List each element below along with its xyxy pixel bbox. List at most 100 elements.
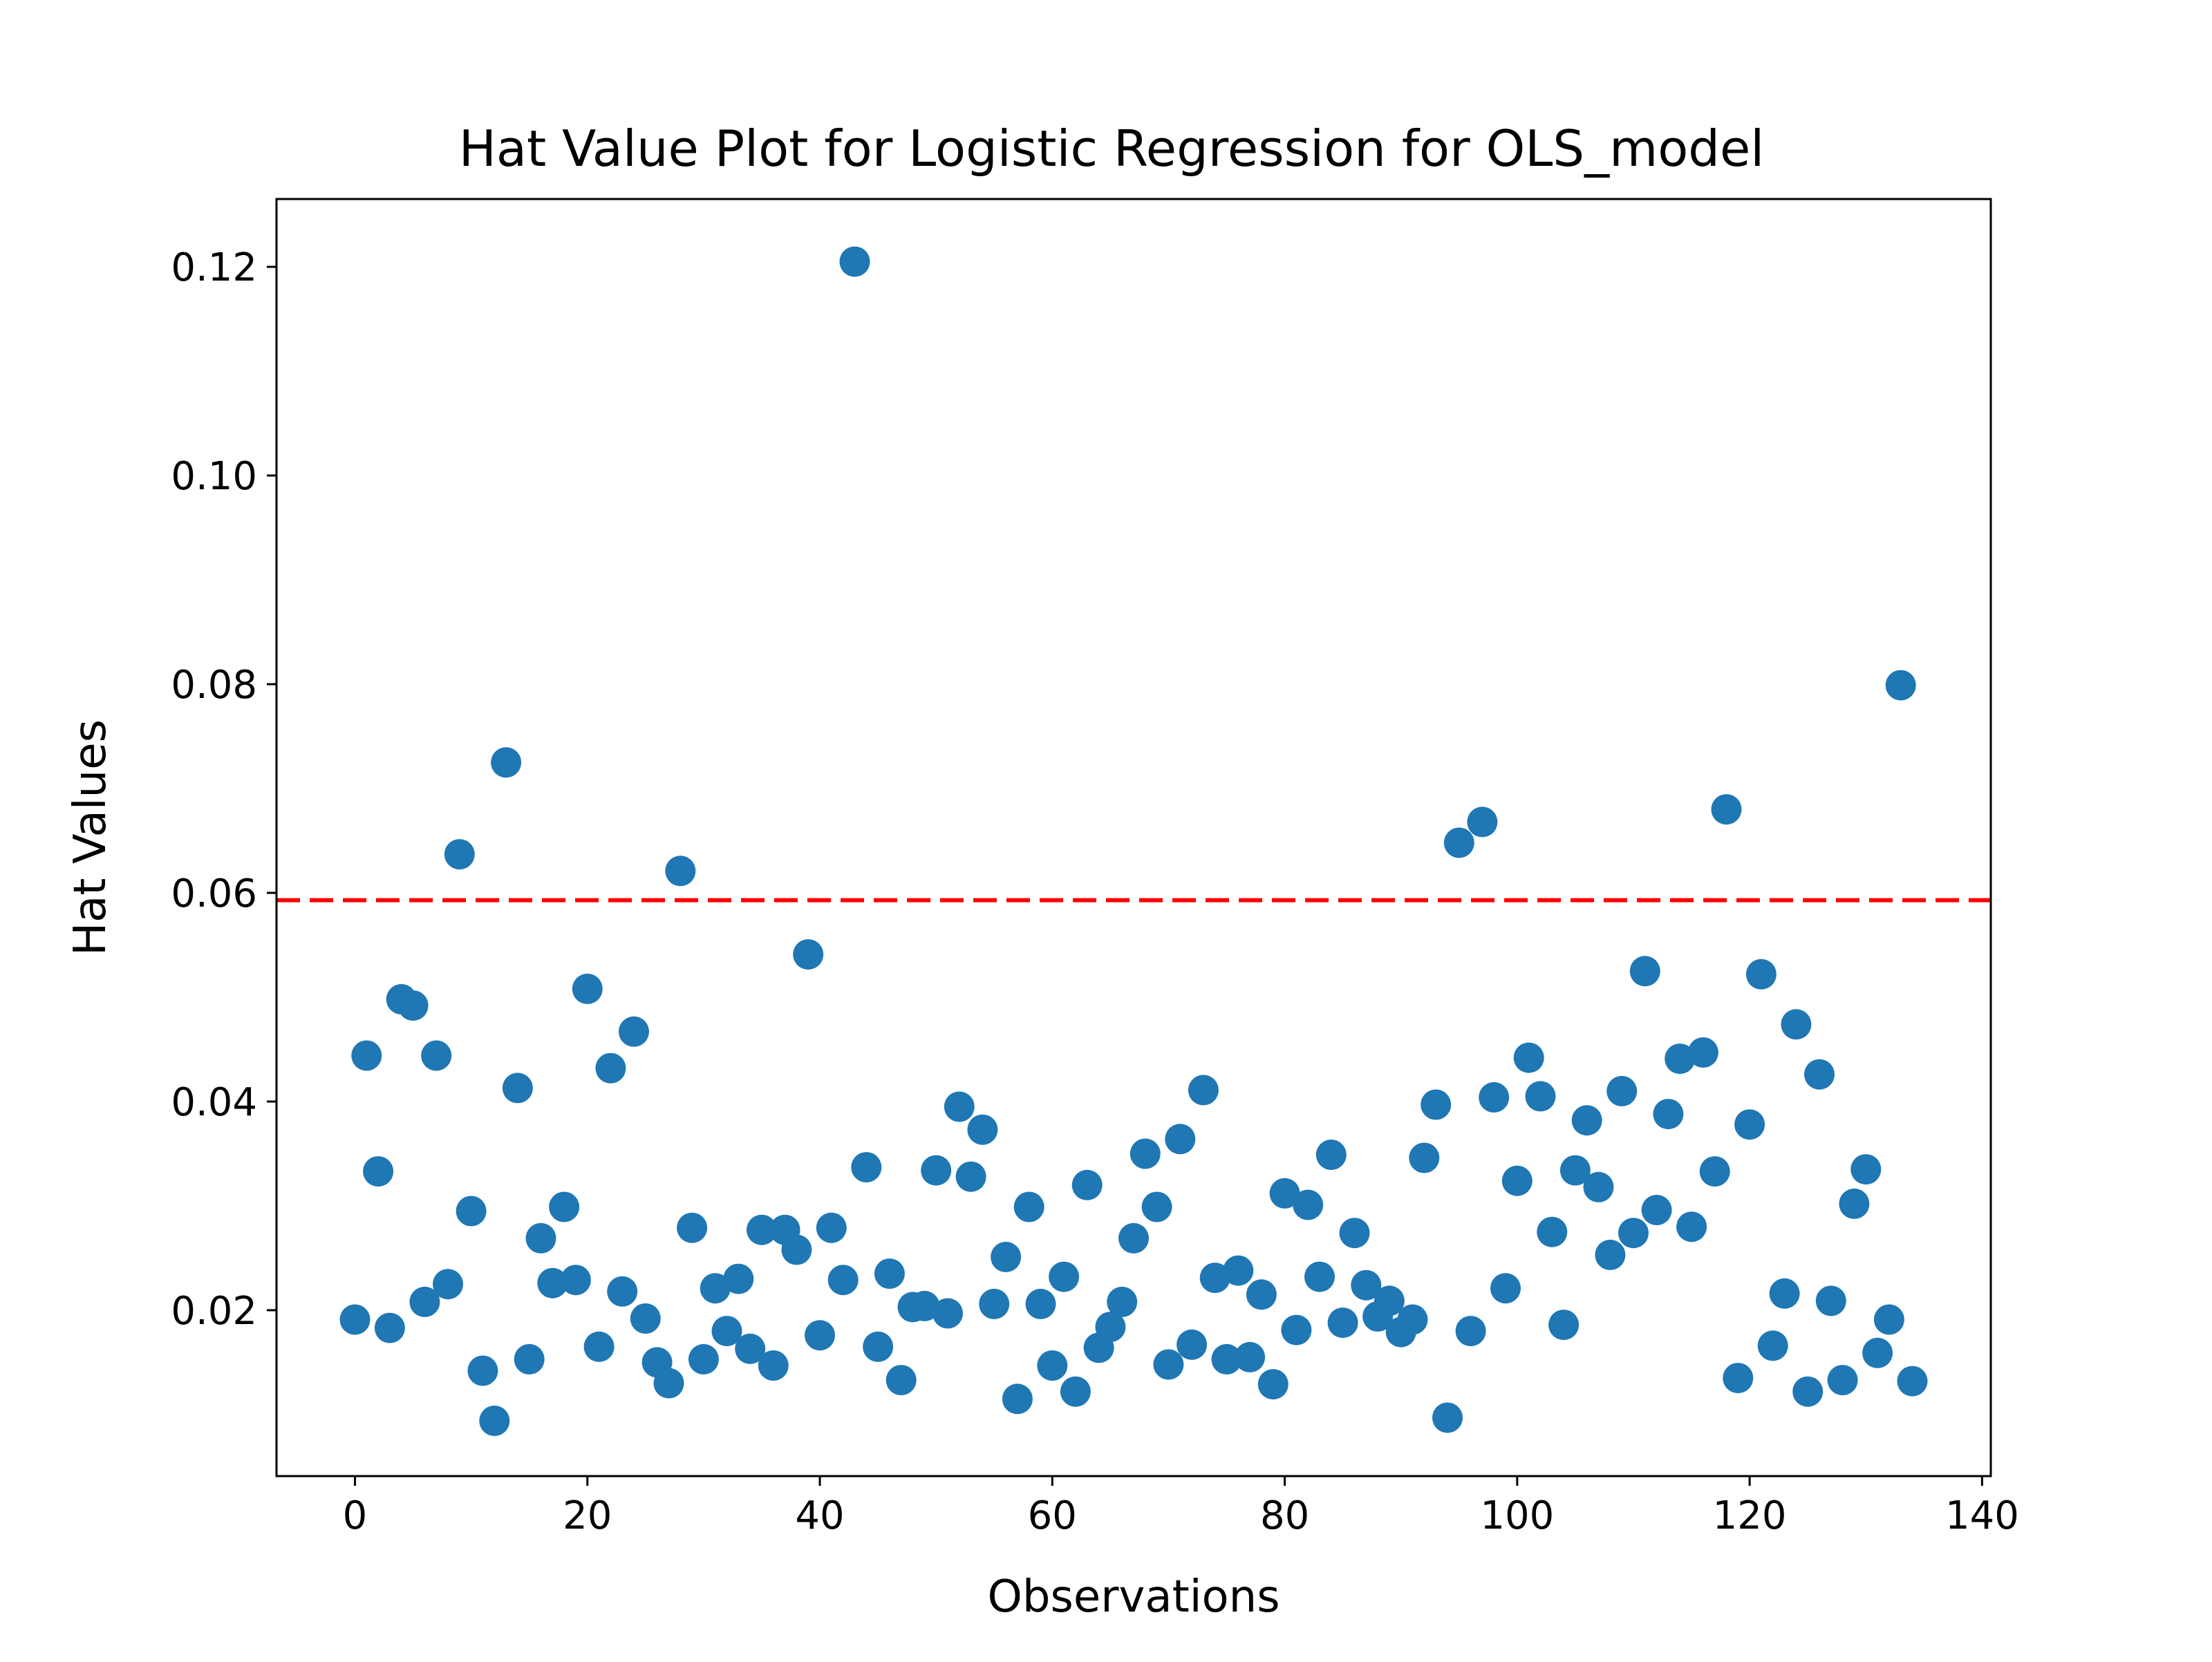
data-point <box>1745 959 1777 990</box>
data-point <box>1769 1278 1800 1309</box>
data-point <box>1071 1169 1103 1200</box>
data-point <box>758 1350 789 1381</box>
data-point <box>839 246 870 277</box>
data-point <box>1235 1341 1266 1372</box>
data-point <box>1095 1312 1126 1343</box>
data-point <box>955 1161 986 1192</box>
data-point <box>1548 1310 1580 1341</box>
x-tick-label: 120 <box>1713 1493 1787 1538</box>
data-point <box>1792 1376 1824 1407</box>
data-point <box>560 1265 591 1296</box>
data-point <box>1351 1269 1382 1301</box>
data-point <box>1455 1316 1486 1347</box>
data-point <box>723 1263 754 1294</box>
y-tick-label: 0.10 <box>171 454 257 499</box>
data-point <box>1013 1191 1044 1222</box>
data-point <box>1049 1261 1080 1292</box>
x-tick-label: 100 <box>1480 1493 1554 1538</box>
data-point <box>1269 1178 1300 1209</box>
data-point <box>1653 1099 1684 1130</box>
data-point <box>747 1214 777 1245</box>
data-point <box>1641 1195 1672 1225</box>
data-point <box>619 1016 649 1047</box>
data-point <box>885 1365 917 1396</box>
data-point <box>1723 1363 1754 1394</box>
x-axis-label: Observations <box>987 1571 1280 1623</box>
data-point <box>595 1052 626 1084</box>
data-point <box>1199 1263 1230 1294</box>
data-point <box>1223 1255 1254 1286</box>
y-tick-label: 0.06 <box>171 871 257 916</box>
plot-area-frame <box>275 198 1992 1477</box>
data-point <box>944 1091 975 1122</box>
data-point <box>514 1343 545 1375</box>
data-point <box>444 839 475 870</box>
x-tick-label: 60 <box>1028 1493 1077 1538</box>
data-point <box>665 856 696 887</box>
data-point <box>1281 1314 1312 1345</box>
data-point <box>1315 1140 1347 1170</box>
data-point <box>909 1290 940 1321</box>
data-point <box>1409 1142 1440 1173</box>
data-point <box>1257 1369 1288 1400</box>
data-point <box>1804 1059 1835 1090</box>
data-point <box>351 1040 382 1071</box>
data-point <box>1479 1082 1510 1113</box>
data-point <box>1130 1138 1161 1169</box>
data-point <box>1559 1155 1591 1186</box>
data-point <box>1374 1285 1405 1316</box>
data-point <box>491 747 522 778</box>
data-point <box>467 1355 498 1386</box>
data-point <box>1711 794 1742 825</box>
data-point <box>1862 1337 1893 1368</box>
data-point <box>1165 1124 1196 1155</box>
data-point <box>851 1152 882 1183</box>
data-point <box>537 1267 568 1299</box>
data-point <box>1781 1009 1812 1040</box>
data-point <box>979 1288 1010 1319</box>
y-axis: 0.02 0.04 0.06 0.08 0.10 0.12 <box>171 245 276 1334</box>
data-point <box>700 1273 731 1304</box>
data-point <box>1885 670 1916 701</box>
data-point <box>1629 956 1660 987</box>
data-point <box>1467 806 1498 838</box>
data-point <box>1595 1239 1626 1270</box>
data-point <box>583 1331 615 1362</box>
data-point <box>816 1212 847 1243</box>
data-point <box>433 1269 463 1300</box>
data-point <box>1873 1304 1904 1335</box>
x-tick-label: 140 <box>1945 1493 2019 1538</box>
y-tick-label: 0.04 <box>171 1080 257 1125</box>
data-point <box>653 1368 684 1399</box>
x-tick-label: 0 <box>343 1493 368 1538</box>
data-point <box>1339 1218 1370 1249</box>
data-point <box>1676 1211 1707 1243</box>
x-axis: 0 20 40 60 80 100 120 140 <box>343 1476 2019 1538</box>
data-point <box>1490 1273 1521 1304</box>
data-point <box>711 1316 742 1347</box>
data-point <box>1501 1165 1533 1196</box>
data-point <box>502 1073 533 1104</box>
data-point <box>1060 1376 1091 1407</box>
data-point <box>1839 1188 1870 1219</box>
data-point <box>921 1155 952 1186</box>
data-point <box>1421 1089 1452 1120</box>
data-point <box>1734 1109 1765 1140</box>
data-point <box>932 1298 963 1329</box>
data-point <box>1443 827 1474 858</box>
data-point <box>967 1114 998 1145</box>
data-point <box>1827 1365 1858 1396</box>
y-axis-label: Hat Values <box>65 719 116 956</box>
data-point <box>827 1265 859 1296</box>
data-point <box>1141 1191 1172 1222</box>
data-point <box>1815 1285 1846 1316</box>
data-point <box>1118 1222 1149 1254</box>
data-point <box>363 1156 394 1187</box>
data-point <box>1211 1343 1242 1375</box>
data-point <box>1293 1189 1324 1220</box>
data-point <box>1246 1279 1277 1310</box>
y-tick-label: 0.02 <box>171 1289 257 1334</box>
data-point <box>1177 1329 1208 1360</box>
